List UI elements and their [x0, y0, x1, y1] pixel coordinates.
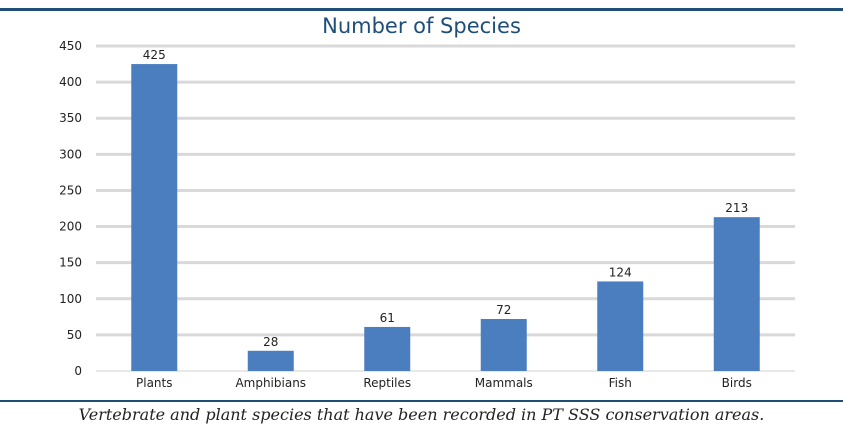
- x-category-label: Reptiles: [363, 376, 411, 390]
- x-category-label: Birds: [722, 376, 752, 390]
- data-label: 72: [496, 303, 511, 317]
- data-label: 28: [263, 335, 278, 349]
- data-label: 124: [609, 265, 632, 279]
- y-tick-label: 400: [59, 75, 82, 89]
- y-tick-label: 150: [59, 256, 82, 270]
- y-tick-label: 450: [59, 39, 82, 53]
- bar: [713, 217, 760, 371]
- y-tick-label: 50: [67, 328, 82, 342]
- bar-chart: 0 50 100 150 200 250 300 350 400 450 425 Plants 28 Am…: [59, 39, 795, 390]
- y-tick-label: 300: [59, 147, 82, 161]
- chart-title: Number of Species: [322, 14, 521, 38]
- x-category-label: Mammals: [475, 376, 533, 390]
- bottom-rule: [0, 400, 843, 402]
- y-tick-label: 100: [59, 292, 82, 306]
- y-tick-label: 350: [59, 111, 82, 125]
- y-tick-label: 250: [59, 183, 82, 197]
- y-tick-label: 0: [74, 364, 82, 378]
- x-category-label: Plants: [136, 376, 173, 390]
- x-category-label: Amphibians: [235, 376, 306, 390]
- bar: [597, 281, 644, 371]
- data-label: 213: [725, 201, 748, 215]
- data-label: 425: [143, 48, 166, 62]
- figure-caption: Vertebrate and plant species that have b…: [78, 405, 765, 424]
- data-label: 61: [380, 311, 395, 325]
- bar: [247, 350, 294, 371]
- top-rule: [0, 8, 843, 11]
- bar: [131, 64, 178, 372]
- bar: [364, 326, 411, 371]
- x-category-label: Fish: [609, 376, 632, 390]
- bar: [480, 319, 527, 371]
- y-tick-label: 200: [59, 220, 82, 234]
